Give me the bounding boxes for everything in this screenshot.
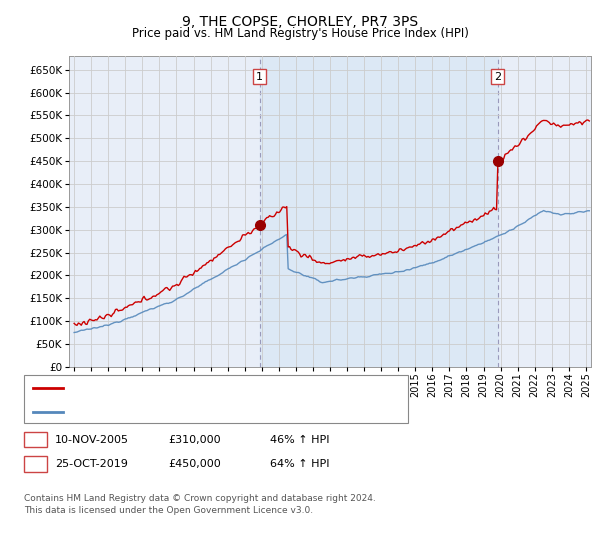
Text: 2: 2 bbox=[494, 72, 501, 82]
Text: 9, THE COPSE, CHORLEY, PR7 3PS: 9, THE COPSE, CHORLEY, PR7 3PS bbox=[182, 15, 418, 29]
Text: 2: 2 bbox=[32, 459, 39, 469]
Text: £450,000: £450,000 bbox=[168, 459, 221, 469]
Text: £310,000: £310,000 bbox=[168, 435, 221, 445]
Text: 1: 1 bbox=[256, 72, 263, 82]
Text: Contains HM Land Registry data © Crown copyright and database right 2024.
This d: Contains HM Land Registry data © Crown c… bbox=[24, 494, 376, 515]
Bar bbox=[260, 56, 497, 367]
Text: 25-OCT-2019: 25-OCT-2019 bbox=[55, 459, 128, 469]
Text: 10-NOV-2005: 10-NOV-2005 bbox=[55, 435, 129, 445]
Text: 46% ↑ HPI: 46% ↑ HPI bbox=[270, 435, 329, 445]
Text: 64% ↑ HPI: 64% ↑ HPI bbox=[270, 459, 329, 469]
Text: HPI: Average price, detached house, Chorley: HPI: Average price, detached house, Chor… bbox=[67, 407, 301, 417]
Text: 1: 1 bbox=[32, 435, 39, 445]
Text: 9, THE COPSE, CHORLEY, PR7 3PS (detached house): 9, THE COPSE, CHORLEY, PR7 3PS (detached… bbox=[67, 383, 339, 393]
Text: Price paid vs. HM Land Registry's House Price Index (HPI): Price paid vs. HM Land Registry's House … bbox=[131, 27, 469, 40]
